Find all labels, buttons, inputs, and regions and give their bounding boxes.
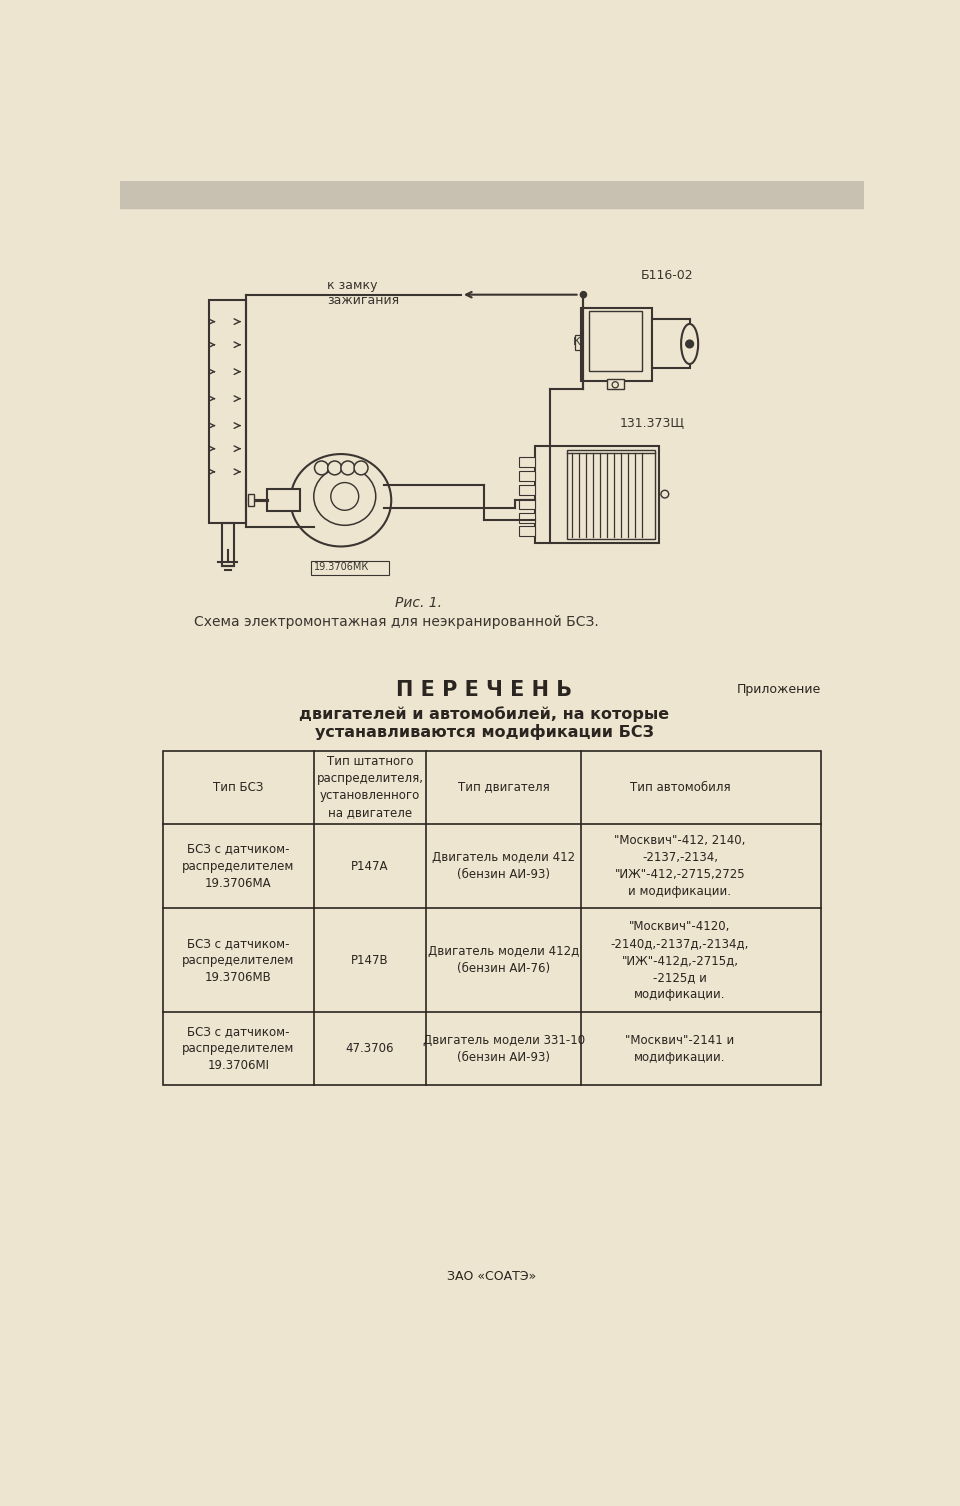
Text: Тип БСЗ: Тип БСЗ: [213, 780, 263, 794]
Text: Приложение: Приложение: [737, 682, 822, 696]
Bar: [575, 334, 581, 349]
Text: П Е Р Е Ч Е Н Ь: П Е Р Е Ч Е Н Ь: [396, 679, 572, 700]
Bar: [519, 485, 535, 495]
Circle shape: [685, 340, 693, 348]
Bar: [581, 307, 653, 381]
Text: Р147А: Р147А: [351, 860, 389, 872]
Bar: [267, 489, 300, 511]
Bar: [535, 446, 659, 542]
Text: "Москвич"-412, 2140,
-2137,-2134,
"ИЖ"-412,-2715,2725
и модификации.: "Москвич"-412, 2140, -2137,-2134, "ИЖ"-4…: [614, 834, 746, 898]
Ellipse shape: [681, 324, 698, 364]
Bar: [222, 524, 234, 566]
Text: устанавливаются модификации БСЗ: устанавливаются модификации БСЗ: [315, 724, 654, 741]
Text: Р147В: Р147В: [351, 953, 389, 967]
Text: Тип автомобиля: Тип автомобиля: [630, 780, 731, 794]
Text: БСЗ с датчиком-
распределителем
19.3706МА: БСЗ с датчиком- распределителем 19.3706М…: [182, 842, 295, 890]
Bar: [120, 181, 864, 208]
Circle shape: [327, 461, 342, 474]
Bar: [248, 494, 254, 506]
Text: БСЗ с датчиком-
распределителем
19.3706МI: БСЗ с датчиком- распределителем 19.3706М…: [182, 1026, 295, 1072]
Circle shape: [354, 461, 368, 474]
Text: "Москвич"-4120,
-2140д,-2137д,-2134д,
"ИЖ"-412д,-2715д,
-2125д и
модификации.: "Москвич"-4120, -2140д,-2137д,-2134д, "И…: [611, 920, 749, 1001]
Bar: [588, 310, 641, 370]
Circle shape: [581, 292, 587, 298]
Text: Тип двигателя: Тип двигателя: [458, 780, 549, 794]
Bar: [519, 471, 535, 480]
Bar: [519, 458, 535, 467]
Text: к замку
зажигания: к замку зажигания: [327, 279, 399, 307]
Bar: [311, 562, 389, 575]
Text: Двигатель модели 412
(бензин АИ-93): Двигатель модели 412 (бензин АИ-93): [432, 851, 575, 881]
Bar: [607, 380, 624, 389]
Circle shape: [315, 461, 328, 474]
Bar: [519, 527, 535, 536]
Text: БСЗ с датчиком-
распределителем
19.3706МВ: БСЗ с датчиком- распределителем 19.3706М…: [182, 937, 295, 983]
Ellipse shape: [291, 455, 392, 547]
Text: К: К: [573, 337, 581, 346]
Bar: [519, 498, 535, 509]
Bar: [653, 319, 689, 367]
Text: 131.373Щ: 131.373Щ: [620, 416, 684, 429]
Text: Б116-02: Б116-02: [641, 270, 693, 282]
Bar: [162, 750, 822, 1086]
Text: двигателей и автомобилей, на которые: двигателей и автомобилей, на которые: [300, 706, 669, 721]
Text: "Москвич"-2141 и
модификации.: "Москвич"-2141 и модификации.: [625, 1035, 734, 1063]
Text: 19.3706МК: 19.3706МК: [314, 562, 369, 572]
Text: Рис. 1.: Рис. 1.: [396, 595, 443, 610]
Text: Тип штатного
распределителя,
установленного
на двигателе: Тип штатного распределителя, установленн…: [317, 755, 423, 819]
Circle shape: [341, 461, 355, 474]
Text: ЗАО «СОАТЭ»: ЗАО «СОАТЭ»: [447, 1270, 537, 1283]
Bar: [519, 512, 535, 523]
Bar: [209, 300, 247, 524]
Text: 47.3706: 47.3706: [346, 1042, 395, 1056]
Text: Схема электромонтажная для неэкранированной БСЗ.: Схема электромонтажная для неэкранирован…: [194, 614, 598, 630]
Text: Двигатель модели 331-10
(бензин АИ-93): Двигатель модели 331-10 (бензин АИ-93): [422, 1035, 585, 1063]
Text: Двигатель модели 412д
(бензин АИ-76): Двигатель модели 412д (бензин АИ-76): [428, 946, 579, 976]
Bar: [567, 450, 655, 539]
